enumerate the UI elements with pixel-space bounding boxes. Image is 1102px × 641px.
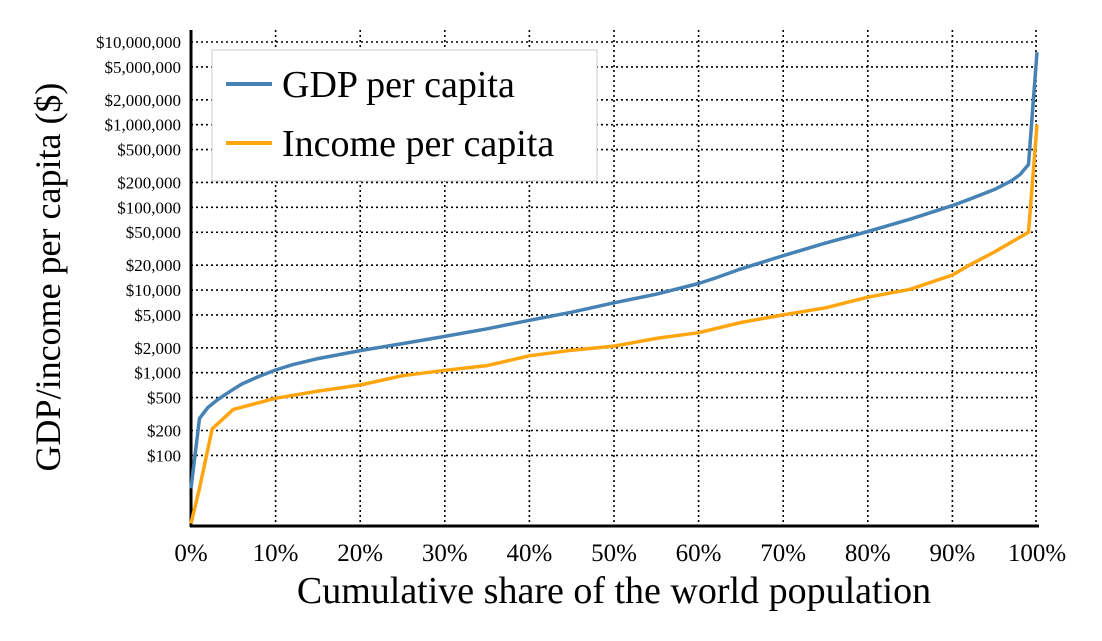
y-tick-label: $100,000 [117,198,181,217]
legend-label: GDP per capita [282,64,515,106]
x-tick-labels: 0% 10% 20% 30% 40% 50% 60% 70% 80% 90% 100% [174,540,1066,567]
series-line-gdp [189,52,1039,489]
y-tick-labels: $100 $200 $500 $1,000 $2,000 $5,000 $10,000 $20… [96,33,181,465]
y-tick-label: $2,000,000 [105,91,182,110]
y-tick-label: $5,000 [134,306,181,325]
x-tick-label: 90% [929,540,975,567]
x-tick-label: 80% [845,540,891,567]
series-line-income [189,124,1039,524]
y-tick-label: $5,000,000 [105,58,182,77]
y-tick-label: $20,000 [126,256,181,275]
y-tick-label: $10,000,000 [96,33,181,52]
y-tick-label: $500 [147,389,181,408]
x-tick-label: 10% [253,540,299,567]
y-tick-label: $50,000 [126,223,181,242]
x-tick-label: 40% [506,540,552,567]
x-tick-label: 0% [174,540,207,567]
x-tick-label: 70% [760,540,806,567]
x-axis-label: Cumulative share of the world population [297,570,931,612]
y-tick-label: $1,000 [134,364,181,383]
axes [189,30,1039,528]
x-tick-label: 30% [422,540,468,567]
y-tick-label: $200 [147,422,181,441]
grid-lines [191,30,1037,526]
x-tick-label: 50% [591,540,637,567]
legend-box [211,49,598,182]
x-tick-label: 20% [337,540,383,567]
y-tick-label: $500,000 [117,141,181,160]
x-tick-label: 100% [1008,540,1066,567]
y-tick-label: $200,000 [117,173,181,192]
y-axis-label: GDP/income per capita ($) [28,83,68,472]
y-tick-label: $2,000 [134,339,181,358]
series-lines [189,52,1039,524]
x-tick-label: 60% [676,540,722,567]
legend: GDP per capita Income per capita [211,49,598,182]
y-tick-label: $1,000,000 [105,116,182,135]
y-tick-label: $10,000 [126,281,181,300]
legend-label: Income per capita [282,123,554,165]
y-tick-label: $100 [147,446,181,465]
